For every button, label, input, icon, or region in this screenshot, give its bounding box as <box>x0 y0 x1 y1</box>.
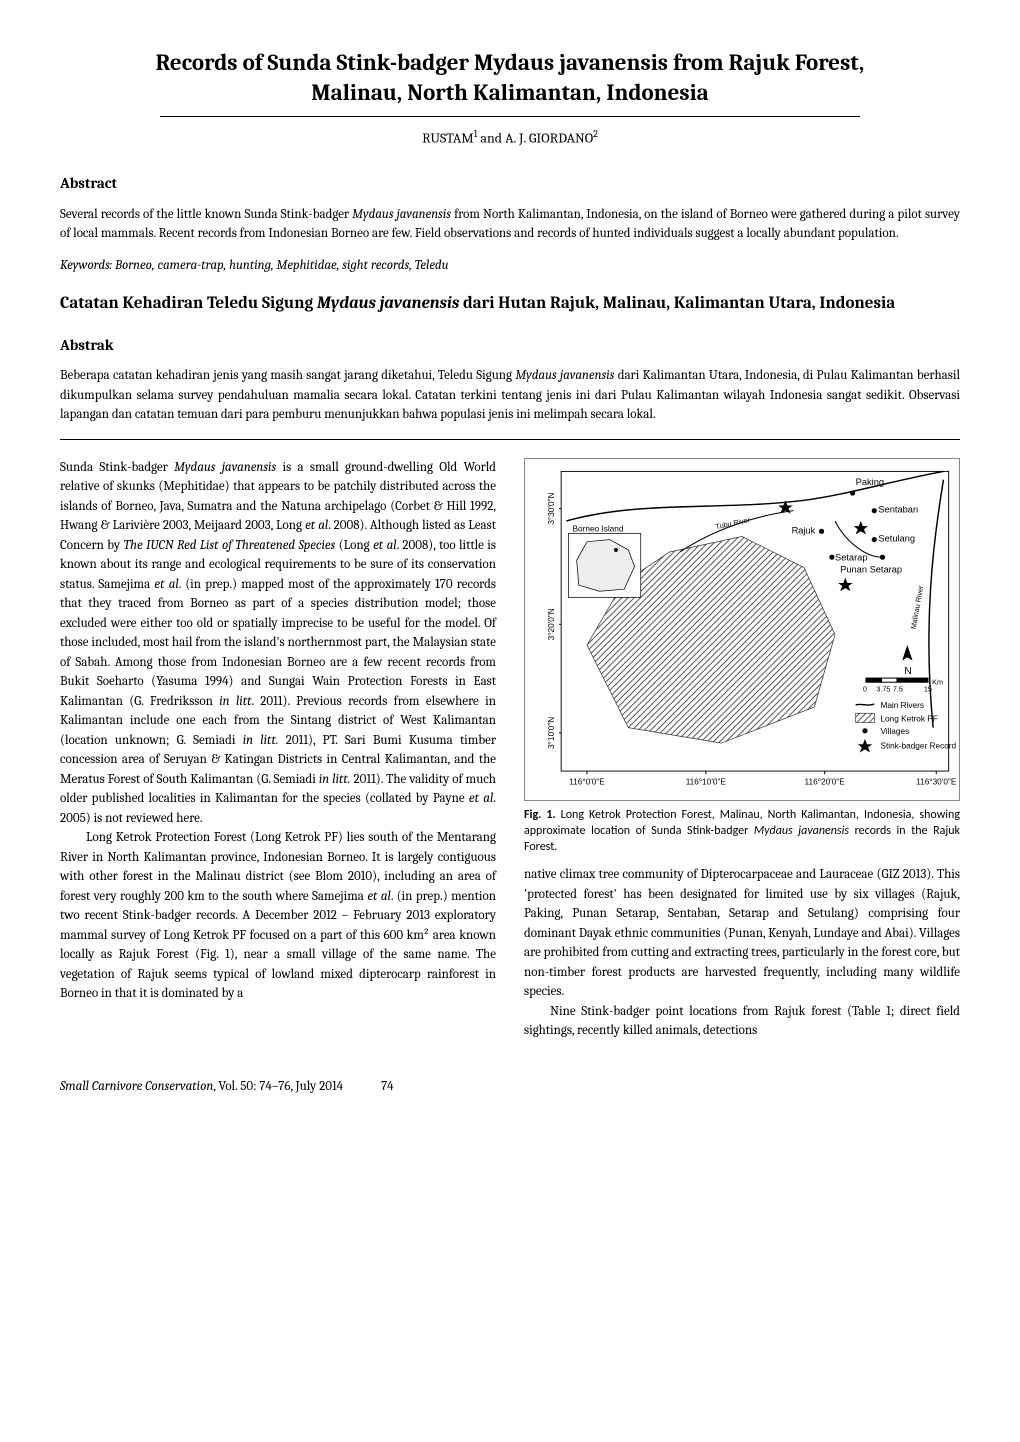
svg-text:N: N <box>904 665 911 676</box>
caption-text: Long Ketrok Protection Forest, Malinau, … <box>524 808 960 854</box>
svg-text:15: 15 <box>924 684 932 693</box>
svg-text:Sentaban: Sentaban <box>878 504 918 514</box>
title-line-2: Malinau, North Kalimantan, Indonesia <box>311 79 709 106</box>
svg-text:Stink-badger Record: Stink-badger Record <box>880 741 956 750</box>
svg-text:116°0'0"E: 116°0'0"E <box>569 777 605 786</box>
svg-text:Paking: Paking <box>856 476 884 486</box>
svg-text:Km: Km <box>932 677 943 686</box>
svg-text:Villages: Villages <box>880 726 909 735</box>
page-footer: Small Carnivore Conservation, Vol. 50: 7… <box>60 1077 960 1097</box>
body-p1: Sunda Stink-badger Mydaus javanensis is … <box>60 458 496 829</box>
svg-text:116°10'0"E: 116°10'0"E <box>686 777 727 786</box>
svg-text:Rajuk: Rajuk <box>792 525 816 535</box>
body-p3: native climax tree community of Dipteroc… <box>524 865 960 1002</box>
svg-text:Punan Setarap: Punan Setarap <box>840 564 902 574</box>
svg-text:116°30'0"E: 116°30'0"E <box>916 777 957 786</box>
abstract-heading: Abstract <box>60 172 960 195</box>
svg-text:Setarap: Setarap <box>835 552 868 562</box>
article-title: Records of Sunda Stink-badger Mydaus jav… <box>60 48 960 108</box>
svg-text:7.5: 7.5 <box>893 684 903 693</box>
map-svg: Paking Sentaban Rajuk Setulang Setarap P… <box>524 458 960 801</box>
keywords-list: : Borneo, camera-trap, hunting, Mephitid… <box>110 258 449 273</box>
figure-1: Paking Sentaban Rajuk Setulang Setarap P… <box>524 458 960 856</box>
fig-label: Fig. 1. <box>524 808 556 822</box>
body-p4: Nine Stink-badger point locations from R… <box>524 1002 960 1041</box>
svg-text:3°20'0"N: 3°20'0"N <box>547 608 556 640</box>
section-divider <box>60 439 960 440</box>
abstrak-heading: Abstrak <box>60 334 960 357</box>
alt-title: Catatan Kehadiran Teledu Sigung Mydaus j… <box>60 293 960 315</box>
journal-name: Small Carnivore Conservation <box>60 1077 213 1097</box>
abstrak-text: Beberapa catatan kehadiran jenis yang ma… <box>60 366 960 425</box>
svg-text:116°20'0"E: 116°20'0"E <box>805 777 846 786</box>
svg-text:3.75: 3.75 <box>876 684 890 693</box>
svg-text:0: 0 <box>863 684 867 693</box>
svg-text:Long Ketrok PF: Long Ketrok PF <box>880 714 937 723</box>
abstract-text: Several records of the little known Sund… <box>60 205 960 244</box>
svg-text:Setulang: Setulang <box>878 533 915 543</box>
body-columns: Sunda Stink-badger Mydaus javanensis is … <box>60 458 960 1041</box>
svg-text:Borneo Island: Borneo Island <box>573 524 624 533</box>
page-number: 74 <box>381 1077 394 1097</box>
keywords-label: Keywords <box>60 258 110 273</box>
keywords: Keywords: Borneo, camera-trap, hunting, … <box>60 256 960 276</box>
figure-caption: Fig. 1. Long Ketrok Protection Forest, M… <box>524 807 960 856</box>
issue-info: , Vol. 50: 74–76, July 2014 <box>213 1077 343 1097</box>
title-rule <box>160 116 860 117</box>
borneo-inset: Borneo Island <box>568 524 640 597</box>
svg-text:Main Rivers: Main Rivers <box>880 701 924 710</box>
title-line-1: Records of Sunda Stink-badger Mydaus jav… <box>156 49 865 76</box>
svg-text:3°10'0"N: 3°10'0"N <box>547 716 556 748</box>
body-p2: Long Ketrok Protection Forest (Long Ketr… <box>60 828 496 1004</box>
authors: RUSTAM1 and A. J. GIORDANO2 <box>60 127 960 149</box>
svg-text:3°30'0"N: 3°30'0"N <box>547 492 556 524</box>
